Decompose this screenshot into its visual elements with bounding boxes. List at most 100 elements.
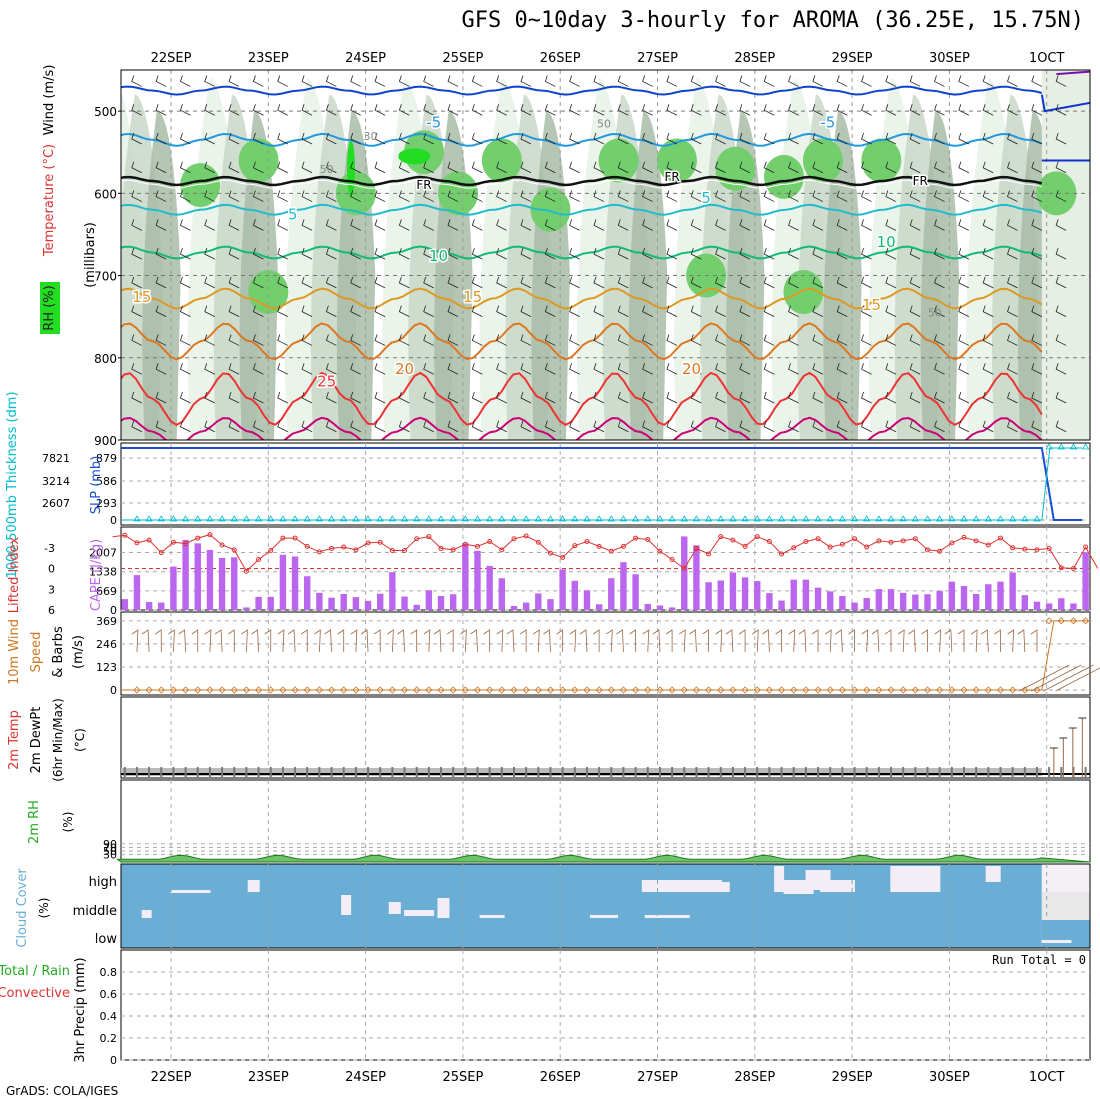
wind-barb: [520, 75, 532, 87]
thickness-marker: [449, 515, 457, 522]
wind-barb: [496, 190, 507, 202]
wind-barb: [447, 363, 459, 375]
wind-barb: [642, 420, 653, 433]
thickness-marker: [583, 515, 591, 522]
wind-barb: [909, 247, 921, 260]
wind-barb: [715, 104, 726, 116]
wind-barb: [739, 132, 751, 145]
lifted-index-point: [1046, 545, 1052, 551]
wind-barb: [398, 190, 410, 202]
wind-barb: [763, 75, 775, 87]
wind-barb: [642, 276, 653, 289]
cape-bar: [583, 590, 591, 610]
wind10-marker: [705, 686, 713, 694]
wind-barb: [958, 420, 970, 433]
wind-barb: [715, 334, 726, 346]
cloud-cover-gap: [404, 910, 435, 916]
wind-barb: [350, 363, 361, 375]
wind-barb: [666, 276, 678, 289]
wind-barb: [252, 104, 264, 116]
lifted-index-point: [183, 541, 189, 547]
wind-barb: [325, 219, 337, 231]
wind-barb: [690, 104, 702, 116]
wind-barb: [763, 334, 775, 346]
wind-barb: [471, 190, 483, 202]
wind-barb: [447, 219, 459, 231]
cloud-cover-axis-title: Cloud Cover: [15, 868, 30, 948]
axis-tick-label: 0: [110, 514, 117, 527]
wind-barb: [763, 132, 775, 145]
cape-bar: [170, 566, 177, 610]
rh-contour-label: 30: [363, 130, 377, 143]
wind-barb: [107, 334, 117, 345]
wind10-barb: [629, 629, 637, 652]
thickness-marker: [996, 515, 1005, 522]
wind10-barb: [861, 629, 869, 653]
wind-barb: [812, 334, 824, 346]
wind-barb: [1007, 190, 1018, 202]
wind-barb: [788, 334, 799, 346]
wind-barb: [666, 334, 678, 346]
wind10-marker: [996, 686, 1005, 694]
wind-barb: [471, 132, 483, 145]
wind-barb: [204, 75, 215, 87]
rh-90-blob: [656, 138, 697, 183]
wind-barb: [301, 104, 313, 116]
thickness-marker: [1081, 443, 1090, 450]
wind-barb: [325, 132, 337, 145]
wind-barb: [350, 276, 361, 289]
wind-barb: [1055, 276, 1067, 289]
thickness-marker: [948, 515, 956, 522]
wind10-frame: [120, 611, 1091, 696]
wind-barb: [934, 190, 945, 202]
wind10-barb: [470, 629, 478, 653]
lifted-index-point: [535, 539, 541, 545]
cape-bar: [644, 603, 651, 610]
cape-bar: [972, 593, 980, 610]
wind-barb: [325, 161, 337, 174]
lifted-index-point: [864, 544, 870, 550]
wind10-barb: [957, 629, 965, 652]
wind-barb: [934, 247, 945, 260]
wind-barb: [788, 132, 799, 145]
rh-legend-swatch: [40, 282, 60, 334]
wind10-marker: [875, 686, 883, 694]
wind-barb: [374, 363, 386, 375]
wind-barb: [812, 247, 824, 260]
axis-tick-label: 3: [48, 583, 55, 596]
thickness-marker: [644, 515, 652, 522]
lifted-index-point: [365, 540, 371, 546]
wind-barb: [131, 391, 142, 404]
wind-barb: [642, 161, 653, 174]
wind-barb: [1007, 104, 1018, 116]
wind10-marker: [887, 686, 895, 694]
wind10-marker: [291, 686, 299, 694]
wind-barb: [447, 247, 459, 260]
wind10-barb: [665, 629, 673, 652]
wind-barb: [447, 75, 459, 87]
lifted-index-point: [402, 548, 408, 554]
wind-barb: [423, 305, 434, 318]
wind10-barb: [168, 629, 175, 653]
cloud-cover-low-after: [1041, 920, 1090, 948]
wind-barb: [374, 334, 386, 346]
lifted-index-point: [803, 539, 809, 545]
wind-barb: [228, 334, 240, 346]
cloud-cover-gap: [711, 882, 730, 892]
wind-barb: [934, 75, 945, 87]
pressure-tick-label: 600: [94, 187, 117, 201]
wind10-marker: [1009, 686, 1017, 694]
wind-barb: [982, 247, 994, 260]
cloud-level-label: low: [95, 932, 118, 947]
wind-barb: [788, 190, 799, 202]
thickness-marker: [753, 515, 761, 522]
wind-barb: [471, 219, 483, 231]
wind-barb: [617, 363, 629, 375]
wind-barb: [325, 276, 337, 289]
wind-barb: [739, 161, 751, 174]
wind-barb: [715, 190, 726, 202]
wind-barb: [690, 219, 702, 231]
wind10-barb: [921, 629, 928, 652]
wind-barb: [982, 104, 994, 116]
wind-barb: [982, 420, 994, 433]
